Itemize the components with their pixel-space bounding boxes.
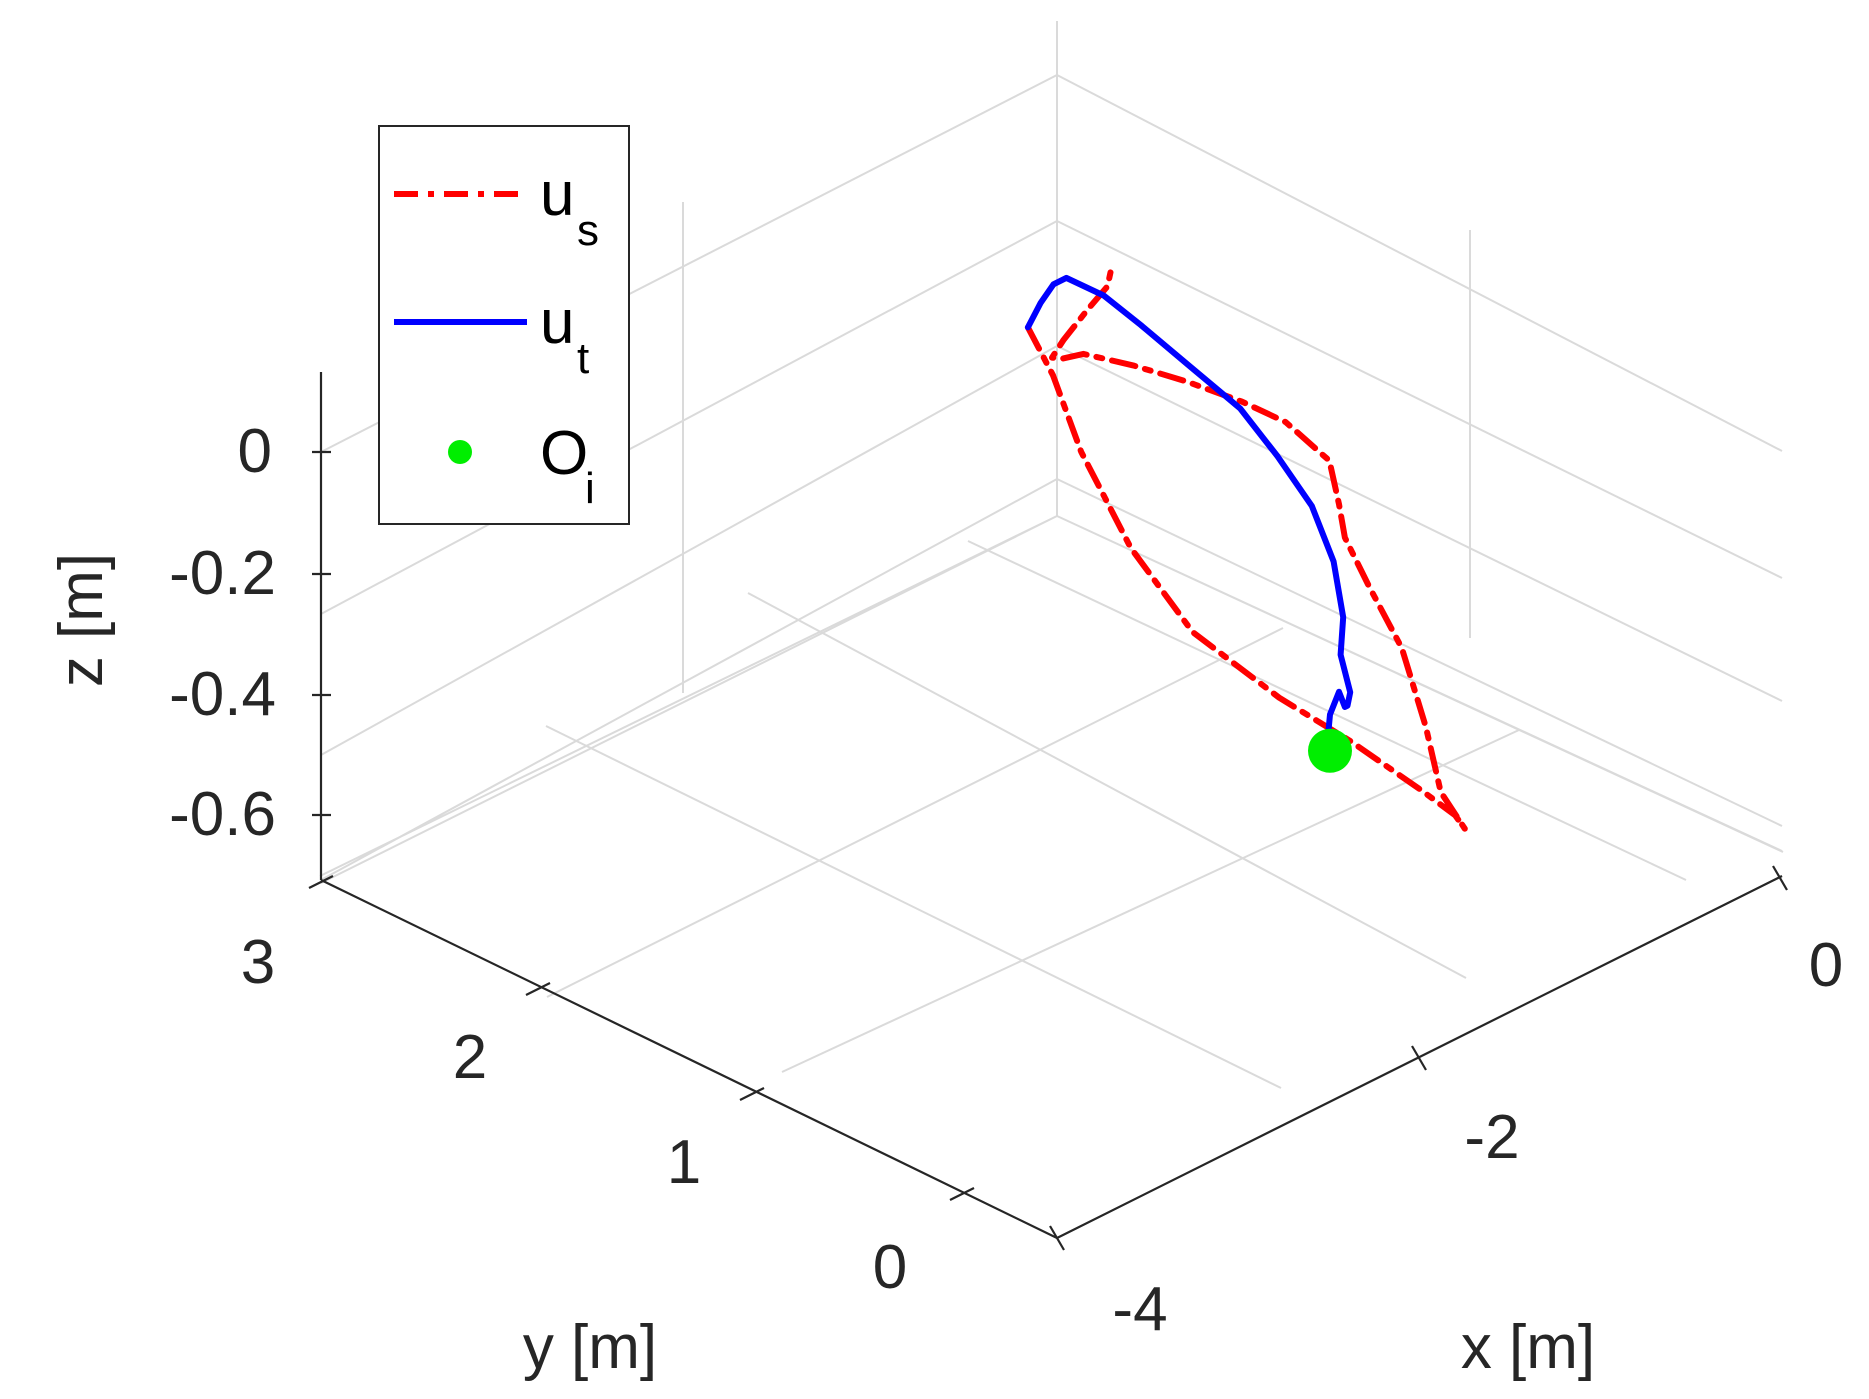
marker-oi-0	[1308, 728, 1352, 773]
x-tick-m2	[1411, 1045, 1427, 1071]
x-tick-label-0: 0	[1809, 931, 1843, 1000]
series-layer	[1024, 264, 1468, 832]
series-line-ut	[1024, 274, 1354, 732]
y-tick-0	[949, 1187, 975, 1201]
tick-labels: 0 -0.2 -0.4 -0.6 3 2 1 0 -4 -2 0	[169, 417, 1843, 1344]
y-tick-3	[308, 875, 334, 889]
grid-lines	[319, 21, 1784, 1089]
z-tick-label-m02: -0.2	[169, 539, 276, 608]
x-tick-m4	[1049, 1225, 1065, 1251]
back-wall-grid	[319, 21, 1784, 1089]
legend-sub-oi: i	[585, 464, 595, 513]
legend-sub-us: s	[577, 206, 599, 255]
y-axis-line	[320, 879, 1058, 1239]
x-tick-0	[1772, 865, 1788, 891]
series-line-us	[1024, 264, 1468, 832]
y-tick-1	[739, 1087, 765, 1101]
legend-label-us: u	[540, 160, 574, 229]
z-tick-label-m06: -0.6	[169, 780, 276, 849]
legend-sub-ut: t	[577, 334, 589, 383]
legend: u s u t O i	[378, 125, 630, 525]
z-axis-label: z [m]	[47, 553, 116, 687]
legend-label-oi: O	[540, 419, 588, 488]
x-tick-label-m2: -2	[1464, 1103, 1519, 1172]
z-tick-label-0: 0	[238, 417, 272, 486]
y-tick-label-3: 3	[241, 928, 275, 997]
y-tick-label-0: 0	[873, 1233, 907, 1302]
y-tick-label-2: 2	[453, 1023, 487, 1092]
y-axis-label: y [m]	[523, 1313, 657, 1382]
x-axis-label: x [m]	[1461, 1313, 1595, 1382]
legend-label-ut: u	[540, 288, 574, 357]
axes-lines	[308, 372, 1788, 1251]
z-tick-label-m04: -0.4	[169, 660, 276, 729]
x-tick-label-m4: -4	[1112, 1275, 1167, 1344]
y-tick-label-1: 1	[667, 1128, 701, 1197]
legend-marker-oi	[448, 440, 472, 464]
y-tick-2	[525, 982, 551, 996]
